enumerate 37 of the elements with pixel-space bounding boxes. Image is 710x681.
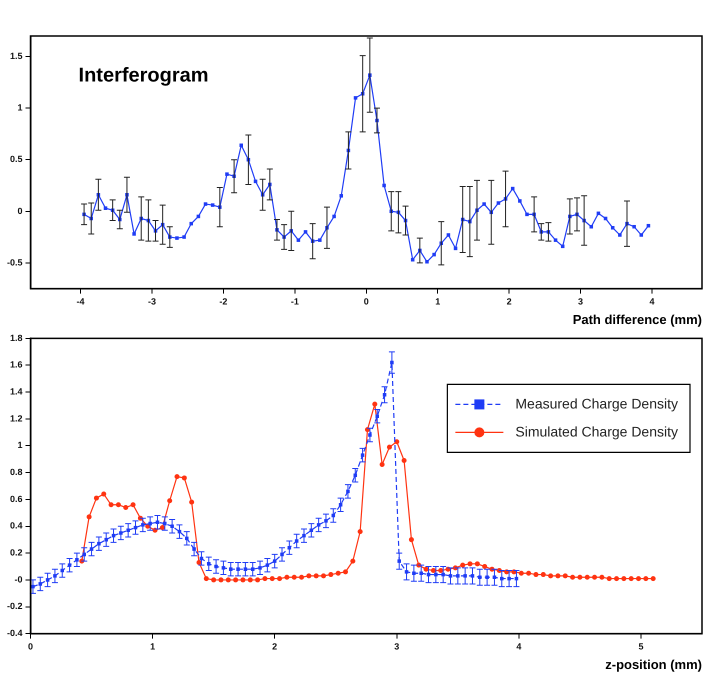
x-tick-label: 2 xyxy=(272,641,278,652)
x-tick-label: 3 xyxy=(394,641,400,652)
x-tick-label: -2 xyxy=(219,296,228,306)
text: Interferogram xyxy=(78,64,209,87)
y-tick-label: 0 xyxy=(17,206,23,216)
x-tick-label: 4 xyxy=(649,296,655,306)
y-tick-label: 0.5 xyxy=(10,154,23,164)
y-tick-label: 0.4 xyxy=(10,520,23,531)
y-tick-label: -0.2 xyxy=(6,601,23,612)
y-tick-label: 0.8 xyxy=(10,467,23,478)
y-tick-label: 1.6 xyxy=(10,360,23,370)
y-tick-label: 1.2 xyxy=(10,413,23,424)
y-tick-label: 1.5 xyxy=(10,51,23,62)
legend-label: Measured Charge Density xyxy=(515,395,678,412)
x-tick-label: 3 xyxy=(578,296,584,306)
x-tick-label: 5 xyxy=(638,641,644,652)
y-tick-label: 0.6 xyxy=(10,494,23,504)
y-tick-label: -0 xyxy=(14,574,23,584)
x-tick-label: 1 xyxy=(150,641,156,652)
x-axis-title: z-position (mm) xyxy=(605,656,702,672)
y-tick-label: 1.4 xyxy=(10,386,23,397)
x-tick-label: 0 xyxy=(364,296,369,306)
x-tick-label: 0 xyxy=(28,641,34,652)
y-tick-label: -0.5 xyxy=(6,257,23,268)
y-tick-label: -0.4 xyxy=(6,628,23,638)
x-tick-label: 4 xyxy=(516,641,522,652)
x-tick-label: 1 xyxy=(435,296,440,306)
x-tick-label: -1 xyxy=(290,296,299,306)
x-tick-label: -3 xyxy=(148,296,156,306)
x-tick-label: -4 xyxy=(76,296,85,306)
x-tick-label: 2 xyxy=(506,296,512,306)
y-tick-label: 1 xyxy=(17,102,23,113)
legend-label: Simulated Charge Density xyxy=(515,423,678,440)
x-axis-title: Path difference (mm) xyxy=(572,312,702,327)
y-tick-label: 1 xyxy=(17,440,23,450)
y-tick-label: 0.2 xyxy=(10,548,23,558)
y-tick-label: 1.8 xyxy=(10,332,23,343)
